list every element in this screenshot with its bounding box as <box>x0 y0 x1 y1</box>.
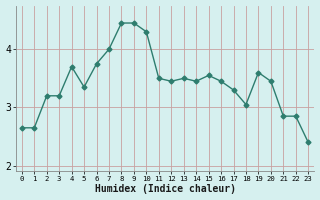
X-axis label: Humidex (Indice chaleur): Humidex (Indice chaleur) <box>94 184 236 194</box>
